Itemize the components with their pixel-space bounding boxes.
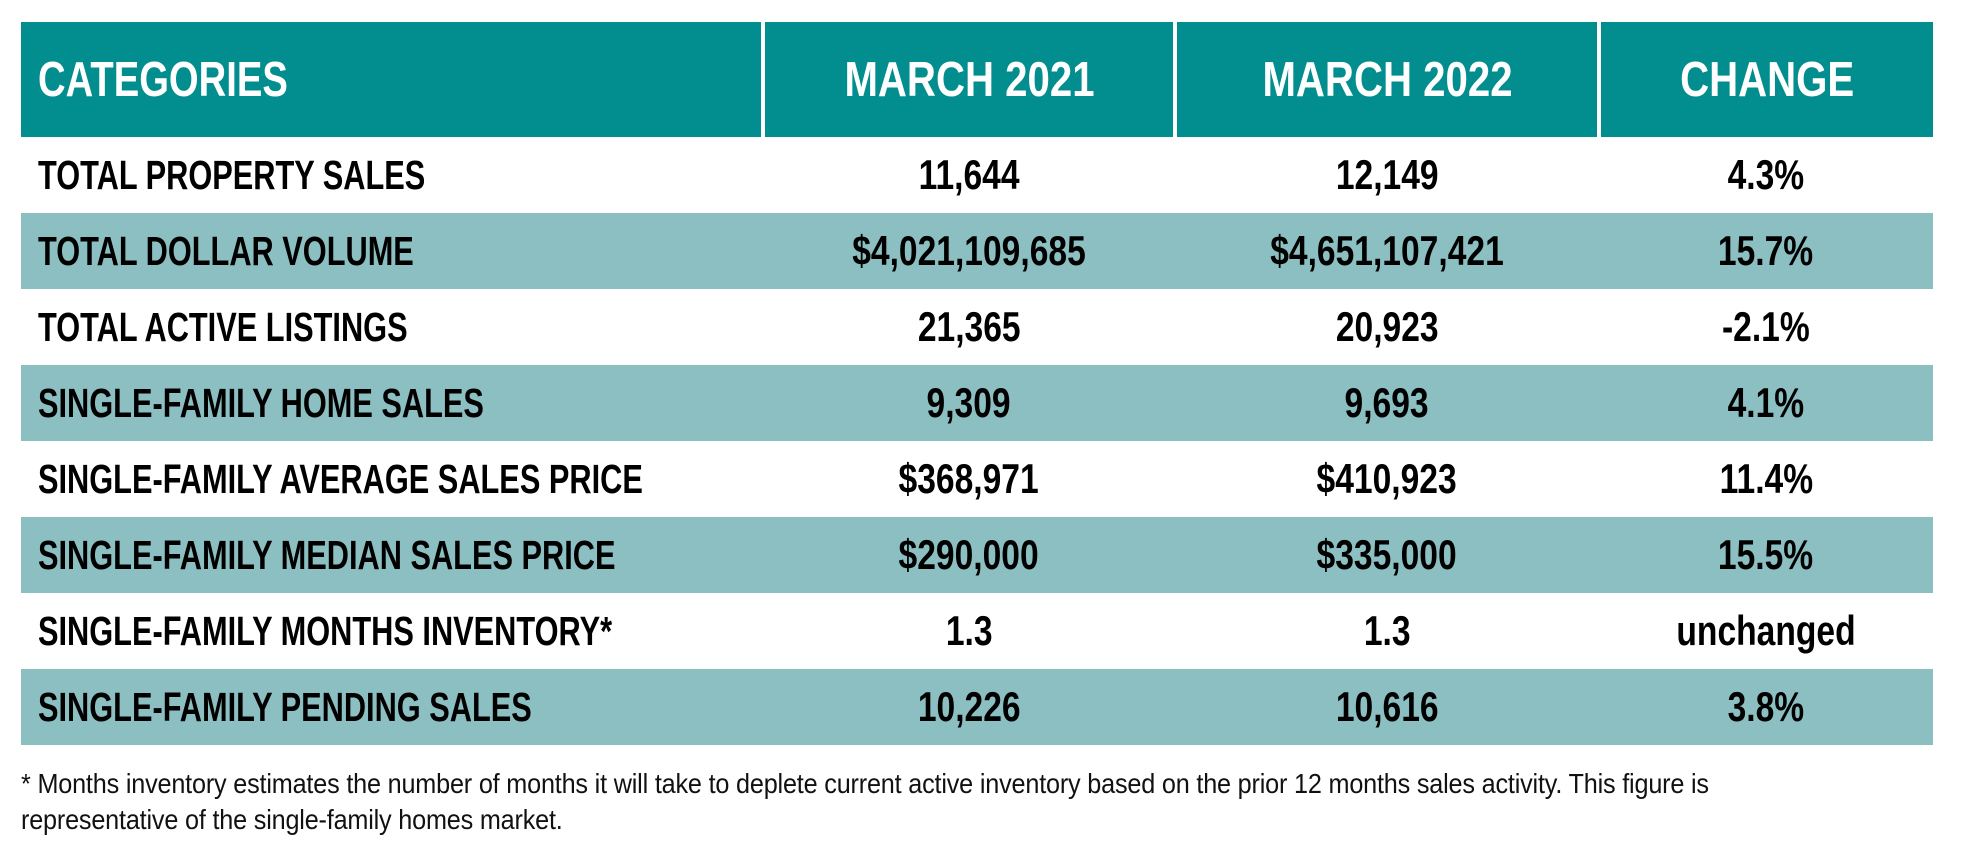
table-row-single-family-home-sales: SINGLE-FAMILY HOME SALES 9,309 9,693 4.1… [21, 365, 1933, 441]
change-cell: 15.7% [1718, 227, 1814, 274]
march-2021-cell: 9,309 [926, 379, 1012, 426]
table-header-row: CATEGORIES MARCH 2021 MARCH 2022 CHANGE [21, 22, 1933, 137]
march-2021-cell: 10,226 [917, 683, 1021, 730]
table-row-total-active-listings: TOTAL ACTIVE LISTINGS 21,365 20,923 -2.1… [21, 289, 1933, 365]
category-cell: SINGLE-FAMILY HOME SALES [38, 379, 484, 426]
column-header-march-2022-label: MARCH 2022 [1261, 52, 1513, 107]
march-2022-cell: 9,693 [1344, 379, 1430, 426]
category-cell: TOTAL DOLLAR VOLUME [38, 227, 414, 274]
column-header-categories-label: CATEGORIES [38, 52, 288, 107]
march-2021-cell: 1.3 [945, 607, 993, 654]
category-cell: TOTAL PROPERTY SALES [38, 151, 426, 198]
table-row-single-family-average-sales-price: SINGLE-FAMILY AVERAGE SALES PRICE $368,9… [21, 441, 1933, 517]
column-header-march-2021-label: MARCH 2021 [843, 52, 1095, 107]
march-2022-cell: $410,923 [1316, 455, 1458, 502]
march-2021-cell: $290,000 [898, 531, 1040, 578]
change-cell: 4.3% [1727, 151, 1805, 198]
change-cell: unchanged [1676, 607, 1856, 654]
march-2022-cell: 20,923 [1335, 303, 1439, 350]
market-comparison-table: CATEGORIES MARCH 2021 MARCH 2022 CHANGE … [21, 22, 1933, 745]
march-2022-cell: $4,651,107,421 [1270, 227, 1504, 274]
footnote-line-1: * Months inventory estimates the number … [21, 768, 1709, 799]
column-header-change: CHANGE [1601, 22, 1933, 137]
footnote-line-2: representative of the single-family home… [21, 804, 563, 835]
category-cell: SINGLE-FAMILY AVERAGE SALES PRICE [38, 455, 643, 502]
months-inventory-footnote: * Months inventory estimates the number … [21, 766, 1920, 838]
change-cell: -2.1% [1722, 303, 1810, 350]
march-2022-cell: 10,616 [1335, 683, 1439, 730]
category-cell: TOTAL ACTIVE LISTINGS [38, 303, 408, 350]
change-cell: 4.1% [1727, 379, 1805, 426]
march-2021-cell: $368,971 [898, 455, 1040, 502]
column-header-march-2021: MARCH 2021 [765, 22, 1173, 137]
march-2021-cell: 11,644 [918, 151, 1020, 198]
category-cell: SINGLE-FAMILY PENDING SALES [38, 683, 532, 730]
category-cell: SINGLE-FAMILY MEDIAN SALES PRICE [38, 531, 616, 578]
table-row-single-family-median-sales-price: SINGLE-FAMILY MEDIAN SALES PRICE $290,00… [21, 517, 1933, 593]
table-body: TOTAL PROPERTY SALES 11,644 12,149 4.3% … [21, 137, 1933, 745]
column-header-change-label: CHANGE [1679, 52, 1855, 107]
table-row-total-property-sales: TOTAL PROPERTY SALES 11,644 12,149 4.3% [21, 137, 1933, 213]
march-2022-cell: 1.3 [1363, 607, 1411, 654]
change-cell: 15.5% [1718, 531, 1814, 578]
change-cell: 3.8% [1727, 683, 1805, 730]
column-header-march-2022: MARCH 2022 [1177, 22, 1597, 137]
column-header-categories: CATEGORIES [21, 22, 761, 137]
change-cell: 11.4% [1719, 455, 1813, 502]
table-row-total-dollar-volume: TOTAL DOLLAR VOLUME $4,021,109,685 $4,65… [21, 213, 1933, 289]
category-cell: SINGLE-FAMILY MONTHS INVENTORY* [38, 607, 613, 654]
march-2022-cell: 12,149 [1335, 151, 1439, 198]
march-2021-cell: $4,021,109,685 [852, 227, 1086, 274]
march-2022-cell: $335,000 [1316, 531, 1458, 578]
table-row-single-family-pending-sales: SINGLE-FAMILY PENDING SALES 10,226 10,61… [21, 669, 1933, 745]
march-2021-cell: 21,365 [917, 303, 1021, 350]
table-row-single-family-months-inventory: SINGLE-FAMILY MONTHS INVENTORY* 1.3 1.3 … [21, 593, 1933, 669]
